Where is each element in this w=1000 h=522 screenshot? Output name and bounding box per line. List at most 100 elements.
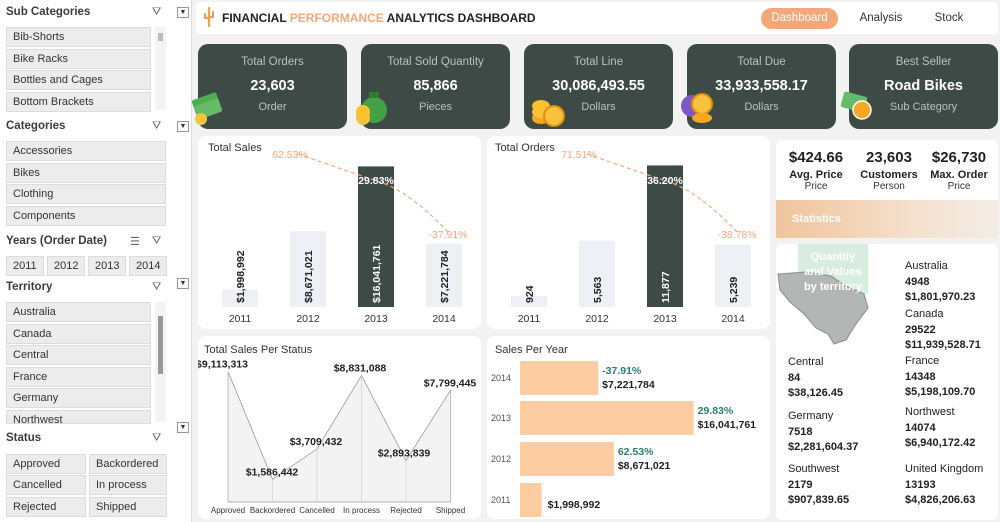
nav-analysis[interactable]: Analysis (859, 12, 903, 24)
x-tick-label: 2012 (296, 313, 320, 325)
slicer-item[interactable]: Components (6, 206, 166, 226)
stat-label: Max. Order (930, 169, 988, 181)
stat-sub: Person (873, 181, 905, 192)
slicer-item[interactable]: 2013 (88, 256, 126, 276)
cactus-logo-icon (202, 6, 216, 28)
stat-avg-price: $424.66 Avg. Price Price (780, 149, 852, 192)
slicer-item[interactable]: Accessories (6, 141, 166, 161)
sidebar: Sub Categories ⛛ ▼ Bib-Shorts Bike Racks… (0, 0, 192, 522)
growth-label: 29.83% (698, 405, 734, 417)
dropdown-arrow-icon[interactable]: ▼ (177, 121, 189, 132)
x-tick-label: Backordered (250, 506, 295, 515)
bar-value-label: $7,221,784 (439, 250, 451, 303)
bar (520, 401, 694, 435)
slicer-item[interactable]: Germany (6, 388, 151, 408)
territory-map-label: Quantity and Values by territory (803, 251, 863, 293)
bar-value-label: 5,563 (592, 277, 604, 303)
slicer-item[interactable]: Shipped (89, 497, 167, 517)
x-tick-label: 2014 (721, 313, 745, 325)
stat-value: 23,603 (866, 149, 912, 166)
slicer-item[interactable]: In process (89, 475, 167, 495)
slicer-item[interactable]: Rejected (6, 497, 86, 517)
clear-filter-icon[interactable]: ⛛ (152, 432, 162, 444)
y-tick-label: 2011 (491, 495, 510, 505)
clear-filter-icon[interactable]: ⛛ (152, 281, 162, 293)
kpi-card-total-orders: Total Orders 23,603 Order (198, 44, 347, 129)
kpi-card-total-line: Total Line 30,086,493.55 Dollars (524, 44, 673, 129)
coins-icon (532, 100, 565, 127)
stat-sub: Price (947, 181, 971, 192)
dropdown-arrow-icon[interactable]: ▼ (177, 278, 189, 289)
slicer-item[interactable]: 2012 (47, 256, 85, 276)
slicer-item[interactable]: Canada (6, 324, 151, 344)
clear-filter-icon[interactable]: ⛛ (152, 6, 162, 18)
clear-filter-icon[interactable]: ⛛ (152, 235, 162, 247)
bar (358, 166, 394, 307)
header-bar (196, 2, 998, 34)
x-tick-label: 2012 (585, 313, 609, 325)
bar (520, 361, 599, 395)
kpi-unit: Dollars (744, 101, 779, 113)
dropdown-arrow-icon[interactable]: ▼ (177, 7, 189, 18)
slicer-item[interactable]: Bib-Shorts (6, 27, 151, 47)
territory-canada: Canada 29522 $11,939,528.71 (905, 308, 981, 351)
bar (511, 295, 547, 307)
kpi-unit: Dollars (581, 101, 616, 113)
y-tick-label: 2014 (491, 373, 511, 383)
growth-trend-line (297, 153, 449, 233)
x-tick-label: 2011 (518, 313, 541, 325)
territory-map (777, 244, 869, 345)
status-chart-title: Total Sales Per Status (204, 344, 313, 356)
data-label: $1,586,442 (246, 466, 299, 478)
data-label: $8,831,088 (334, 363, 387, 375)
multi-select-icon[interactable]: ☰ (130, 236, 140, 248)
slicer-item[interactable]: France (6, 367, 151, 387)
x-tick-label: 2013 (364, 313, 388, 325)
slicer-item[interactable]: Bikes (6, 163, 166, 183)
data-label: $16,041,761 (698, 419, 757, 431)
kpi-value: 85,866 (413, 78, 458, 94)
growth-trend-line (586, 153, 738, 233)
slicer-item[interactable]: Approved (6, 454, 86, 474)
territory-germany: Germany 7518 $2,281,604.37 (788, 410, 859, 453)
kpi-value: Road Bikes (884, 78, 963, 94)
slicer-item[interactable]: Bottles and Cages (6, 70, 151, 90)
slicer-item[interactable]: Bike Racks (6, 49, 151, 69)
bar (222, 289, 258, 307)
territory-central: Central 84 $38,126.45 (788, 356, 844, 399)
growth-label: 62.53% (618, 446, 654, 458)
bar (520, 483, 542, 517)
stat-label: Customers (860, 169, 918, 181)
bar-value-label: $8,671,021 (303, 250, 315, 303)
bar (520, 442, 614, 476)
slicer-item[interactable]: Cancelled (6, 475, 86, 495)
kpi-title: Total Sold Quantity (387, 56, 484, 68)
nav-dashboard[interactable]: Dashboard (761, 8, 838, 29)
total-sales-title: Total Sales (208, 142, 262, 154)
territory-slicer-title: Territory (6, 281, 53, 293)
bar-value-label: $1,998,992 (235, 250, 247, 303)
nav-stock[interactable]: Stock (934, 12, 964, 24)
kpi-value: 33,933,558.17 (715, 78, 808, 94)
data-label: $7,221,784 (602, 379, 655, 391)
slicer-item[interactable]: Clothing (6, 184, 166, 204)
kpi-unit: Sub Category (889, 101, 958, 113)
slicer-item[interactable]: 2011 (6, 256, 44, 276)
clear-filter-icon[interactable]: ⛛ (152, 120, 162, 132)
slicer-item[interactable]: 2014 (129, 256, 167, 276)
territory-france: France 14348 $5,198,109.70 (905, 355, 976, 398)
x-tick-label: Shipped (436, 506, 465, 515)
statistics-banner: Statistics (776, 200, 998, 238)
growth-label: -38.78% (717, 229, 756, 241)
slicer-item[interactable]: Northwest (6, 410, 151, 424)
dropdown-arrow-icon[interactable]: ▼ (177, 422, 189, 433)
x-tick-label: Approved (211, 506, 245, 515)
bar (579, 240, 615, 307)
scrollbar[interactable] (155, 302, 166, 422)
scrollbar[interactable] (155, 27, 166, 110)
slicer-item[interactable]: Central (6, 345, 151, 365)
slicer-item[interactable]: Bottom Brackets (6, 92, 151, 112)
slicer-item[interactable]: Backordered (89, 454, 167, 474)
kpi-title: Total Orders (241, 56, 304, 68)
slicer-item[interactable]: Australia (6, 302, 151, 322)
